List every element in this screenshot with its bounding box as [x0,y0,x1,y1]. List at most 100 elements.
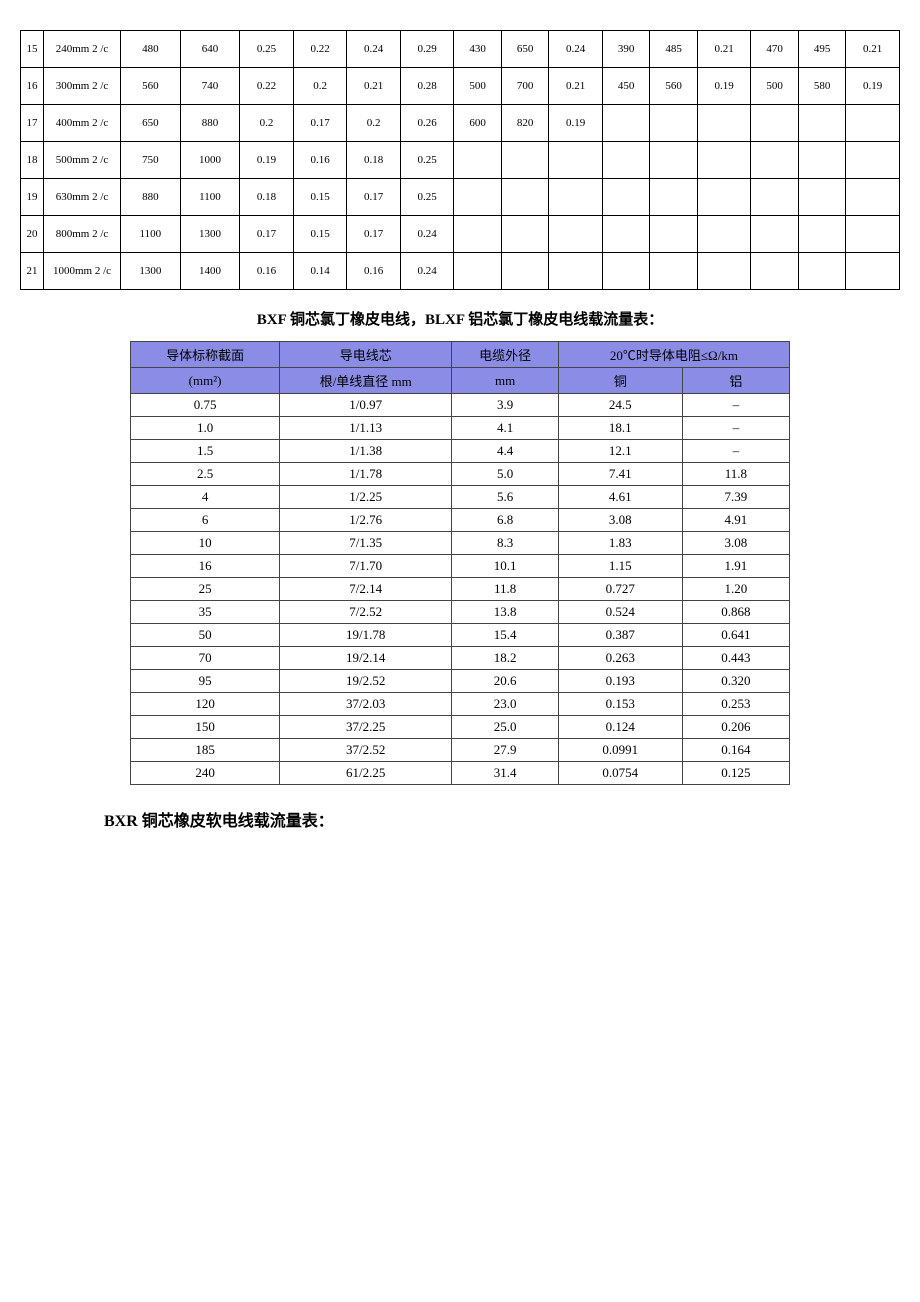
table-cell: 0.727 [558,578,682,601]
table-cell: 880 [180,105,240,142]
table-row: 18500mm 2 /c75010000.190.160.180.25 [21,142,900,179]
table-cell: 0.253 [682,693,789,716]
table-cell: 37/2.03 [280,693,452,716]
table-cell: 0.524 [558,601,682,624]
table-cell: 1/2.25 [280,486,452,509]
table-cell: 150 [131,716,280,739]
section-title-bxf: BXF 铜芯氯丁橡皮电线，BLXF 铝芯氯丁橡皮电线载流量表： [20,308,900,329]
table-cell: 240mm 2 /c [44,31,121,68]
table-cell: 37/2.25 [280,716,452,739]
table-cell: 0.29 [400,31,454,68]
table-cell: 500mm 2 /c [44,142,121,179]
table-cell: 4.1 [452,417,559,440]
table-cell: 16 [131,555,280,578]
table-cell: 0.15 [293,179,347,216]
table-cell: 0.75 [131,394,280,417]
table-cell: 50 [131,624,280,647]
table-cell: 500 [454,68,501,105]
table-cell: 0.21 [347,68,401,105]
table-cell: 1.5 [131,440,280,463]
table-cell: 19/2.52 [280,670,452,693]
table-cell: 0.24 [400,253,454,290]
table-cell [650,179,697,216]
table-cell: 0.19 [240,142,294,179]
table-row: 61/2.766.83.084.91 [131,509,790,532]
table-cell [549,179,603,216]
table-cell: 470 [751,31,798,68]
table-cell: 0.868 [682,601,789,624]
table-cell: 1/0.97 [280,394,452,417]
table-row: 2.51/1.785.07.4111.8 [131,463,790,486]
t2-s2: 根/单线直径 mm [280,368,452,394]
table-cell: 0.2 [293,68,347,105]
table-cell [798,253,845,290]
table-cell: 0.19 [697,68,751,105]
table-cell: 0.153 [558,693,682,716]
table-cell [549,216,603,253]
table-cell: 0.164 [682,739,789,762]
t2-h2: 导电线芯 [280,342,452,368]
table-cell [798,142,845,179]
table-cell: 650 [121,105,181,142]
table-cell: 880 [121,179,181,216]
table-cell: 10 [131,532,280,555]
table-cell [549,142,603,179]
table-cell [501,253,548,290]
t2-s4: 铜 [558,368,682,394]
table-cell: 20.6 [452,670,559,693]
table-cell: 480 [121,31,181,68]
table-cell: 0.16 [347,253,401,290]
table-row: 167/1.7010.11.151.91 [131,555,790,578]
table-cell: 0.21 [697,31,751,68]
table-cell: 0.2 [240,105,294,142]
table-cell: – [682,440,789,463]
table-cell: 4.61 [558,486,682,509]
table-cell [602,105,649,142]
table-cell: 3.08 [558,509,682,532]
table-cell: 0.24 [549,31,603,68]
table-cell: 10.1 [452,555,559,578]
table-cell: 1.20 [682,578,789,601]
table-cell [751,142,798,179]
table-cell [846,216,900,253]
table-cell [798,105,845,142]
table-row: 5019/1.7815.40.3870.641 [131,624,790,647]
section-title-bxr: BXR 铜芯橡皮软电线载流量表： [104,807,900,831]
table-cell: 7/2.14 [280,578,452,601]
table-row: 15240mm 2 /c4806400.250.220.240.29430650… [21,31,900,68]
table-cell: 19/1.78 [280,624,452,647]
table-cell [501,179,548,216]
table-cell [697,142,751,179]
table-cell: 740 [180,68,240,105]
table-cell [454,179,501,216]
table-cell: 0.22 [293,31,347,68]
bxf-blxf-table: 导体标称截面 导电线芯 电缆外径 20℃时导体电阻≤Ω/km (mm²) 根/单… [130,341,790,785]
table-cell [602,253,649,290]
table-cell [846,253,900,290]
table-cell: 18 [21,142,44,179]
table-cell: 0.17 [240,216,294,253]
table-cell: 0.24 [400,216,454,253]
table-cell: 23.0 [452,693,559,716]
table-cell: 7/2.52 [280,601,452,624]
table-cell [751,105,798,142]
table-cell [697,253,751,290]
table-cell: 1100 [180,179,240,216]
table-cell: 1/1.38 [280,440,452,463]
table-cell: 7.41 [558,463,682,486]
table-cell: 11.8 [452,578,559,601]
table-row: 16300mm 2 /c5607400.220.20.210.285007000… [21,68,900,105]
table-cell [454,216,501,253]
table-cell: 1000mm 2 /c [44,253,121,290]
table-cell: 1300 [121,253,181,290]
table-cell: 7.39 [682,486,789,509]
table-cell: 450 [602,68,649,105]
table-cell: 5.0 [452,463,559,486]
table-cell: 1.0 [131,417,280,440]
table-cell: 120 [131,693,280,716]
table-cell [751,253,798,290]
table-cell: 18.2 [452,647,559,670]
table-cell: 0.124 [558,716,682,739]
table-cell: 4.4 [452,440,559,463]
table-row: 15037/2.2525.00.1240.206 [131,716,790,739]
